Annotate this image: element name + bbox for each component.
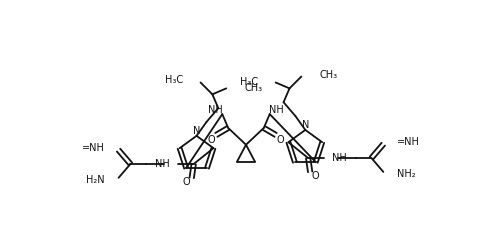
Text: =NH: =NH xyxy=(397,137,420,147)
Text: =NH: =NH xyxy=(82,143,105,153)
Text: O: O xyxy=(277,135,284,145)
Text: H₂N: H₂N xyxy=(86,175,105,185)
Text: O: O xyxy=(208,135,215,145)
Text: NH₂: NH₂ xyxy=(397,169,416,179)
Text: CH₃: CH₃ xyxy=(319,70,337,79)
Text: O: O xyxy=(183,177,191,187)
Text: H₃C: H₃C xyxy=(164,76,183,86)
Text: NH: NH xyxy=(208,105,223,115)
Text: CH₃: CH₃ xyxy=(244,83,262,93)
Text: NH: NH xyxy=(155,159,170,169)
Text: NH: NH xyxy=(269,105,284,115)
Text: H₃C: H₃C xyxy=(240,77,258,88)
Text: N: N xyxy=(193,126,200,136)
Text: O: O xyxy=(311,171,319,181)
Text: N: N xyxy=(301,120,309,130)
Text: NH: NH xyxy=(332,153,347,163)
